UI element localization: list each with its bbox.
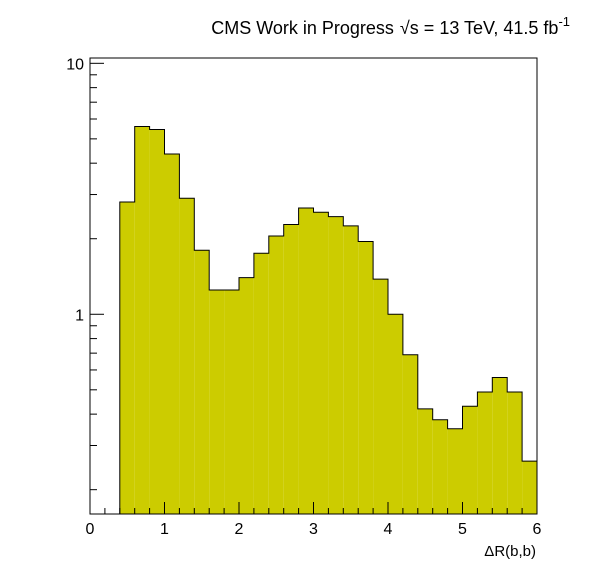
histogram-bar (299, 208, 314, 514)
histogram-bar (120, 202, 135, 514)
x-tick-label: 0 (86, 521, 95, 538)
histogram-bar (522, 461, 537, 514)
x-tick-label: 5 (458, 521, 467, 538)
histogram-bar (165, 154, 180, 514)
x-tick-label: 4 (384, 521, 393, 538)
histogram-bars (120, 127, 537, 514)
histogram-bar (463, 406, 478, 514)
histogram-bar (403, 355, 418, 514)
histogram-bar (150, 129, 165, 514)
x-tick-label: 3 (309, 521, 318, 538)
histogram-bar (388, 314, 403, 514)
histogram-bar (314, 212, 329, 514)
chart-title: CMS Work in Progress √s = 13 TeV, 41.5 fb… (211, 14, 570, 38)
y-tick-label: 10 (66, 56, 84, 73)
histogram-bar (343, 226, 358, 514)
x-tick-label: 1 (160, 521, 169, 538)
histogram-bar (433, 420, 448, 514)
histogram-bar (448, 429, 463, 514)
histogram-bar (209, 290, 224, 514)
x-tick-label: 6 (533, 521, 542, 538)
histogram-bar (477, 392, 492, 514)
histogram-bar (507, 392, 522, 514)
histogram-bar (284, 224, 299, 514)
histogram-bar (328, 217, 343, 514)
x-tick-label: 2 (235, 521, 244, 538)
histogram-bar (194, 250, 209, 514)
histogram-bar (224, 290, 239, 514)
histogram-bar (492, 377, 507, 514)
x-axis-label: ΔR(b,b) (484, 543, 536, 560)
histogram-bar (269, 236, 284, 514)
histogram-bar (179, 198, 194, 514)
histogram-bar (373, 279, 388, 514)
histogram-bar (418, 409, 433, 514)
histogram-bar (358, 241, 373, 514)
histogram-bar (135, 127, 150, 514)
histogram-bar (254, 253, 269, 514)
histogram-bar (239, 278, 254, 514)
y-tick-label: 1 (75, 307, 84, 324)
